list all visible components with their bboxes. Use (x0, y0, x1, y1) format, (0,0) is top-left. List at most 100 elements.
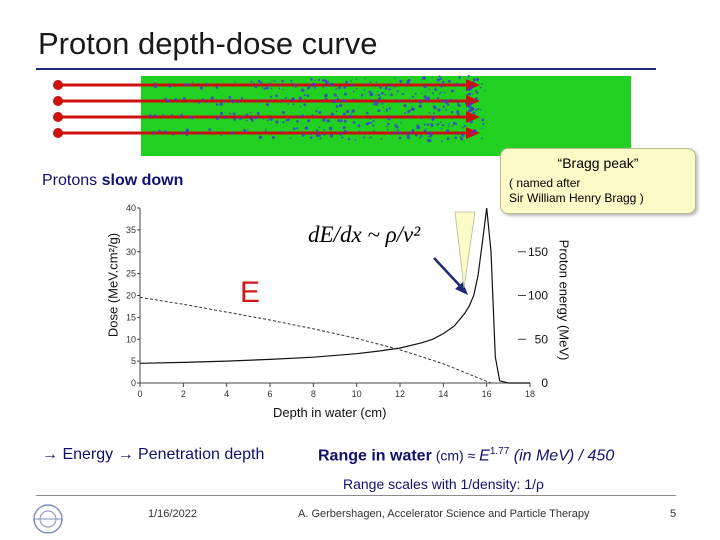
proton-scatter-dot (318, 78, 321, 81)
proton-scatter-dot (174, 98, 178, 102)
proton-scatter-dot (453, 84, 456, 87)
proton-scatter-dot (431, 77, 433, 79)
proton-scatter-dot (357, 124, 361, 128)
y-tick-label: 15 (126, 312, 136, 322)
proton-scatter-dot (305, 126, 308, 129)
proton-scatter-dot (269, 84, 272, 86)
proton-scatter-dot (286, 118, 290, 122)
proton-scatter-dot (345, 110, 350, 114)
proton-scatter-dot (215, 86, 218, 89)
proton-scatter-dot (361, 96, 363, 98)
proton-scatter-dot (470, 85, 474, 89)
proton-scatter-dot (336, 95, 338, 98)
proton-scatter-dot (315, 109, 318, 113)
proton-scatter-dot (406, 81, 410, 85)
proton-scatter-dot (427, 131, 430, 134)
proton-scatter-dot (310, 77, 313, 81)
proton-scatter-dot (475, 77, 480, 82)
proton-scatter-dot (223, 117, 226, 120)
proton-scatter-dot (442, 105, 445, 109)
proton-scatter-dot (399, 79, 403, 83)
proton-scatter-dot (409, 131, 412, 135)
proton-scatter-dot (266, 103, 269, 106)
proton-scatter-dot (371, 91, 373, 94)
proton-scatter-dot (355, 98, 357, 100)
proton-scatter-dot (438, 93, 441, 95)
proton-scatter-dot (299, 101, 301, 103)
proton-scatter-dot (303, 93, 306, 97)
proton-scatter-dot (153, 84, 158, 89)
proton-scatter-dot (482, 122, 485, 125)
proton-scatter-dot (347, 138, 351, 141)
proton-scatter-dot (355, 88, 358, 90)
proton-scatter-dot (428, 111, 431, 114)
proton-scatter-dot (258, 80, 261, 83)
proton-scatter-dot (297, 115, 300, 118)
proton-scatter-dot (191, 81, 193, 83)
proton-scatter-dot (415, 133, 418, 137)
proton-scatter-dot (324, 97, 327, 100)
proton-scatter-dot (433, 105, 436, 108)
x-tick-label: 6 (267, 389, 272, 399)
proton-scatter-dot (387, 117, 391, 121)
proton-scatter-dot (416, 124, 420, 128)
proton-scatter-dot (191, 117, 194, 120)
proton-scatter-dot (380, 91, 384, 95)
proton-scatter-dot (420, 79, 423, 81)
proton-scatter-dot (374, 85, 377, 87)
stopping-power-formula: dE/dx ~ ρ/v² (308, 222, 420, 248)
proton-scatter-dot (249, 111, 252, 114)
proton-scatter-dot (394, 85, 396, 88)
proton-scatter-dot (434, 87, 437, 89)
proton-scatter-dot (408, 100, 410, 103)
proton-scatter-dot (350, 80, 352, 82)
range-energy: E (479, 447, 490, 465)
proton-scatter-dot (255, 132, 258, 135)
footer-date: 1/16/2022 (148, 508, 197, 520)
y2-axis-label: Proton energy (MeV) (556, 239, 572, 361)
proton-scatter-dot (307, 119, 311, 123)
proton-scatter-dot (448, 122, 450, 125)
proton-scatter-dot (363, 77, 366, 80)
proton-scatter-dot (301, 133, 305, 137)
proton-scatter-dot (437, 108, 441, 112)
proton-scatter-dot (343, 119, 347, 123)
proton-scatter-dot (394, 123, 397, 127)
proton-scatter-dot (440, 91, 442, 94)
proton-scatter-dot (378, 86, 380, 88)
proton-scatter-dot (379, 96, 382, 98)
proton-scatter-dot (481, 118, 485, 122)
proton-scatter-dot (423, 129, 427, 133)
proton-scatter-dot (260, 81, 263, 84)
proton-scatter-dot (306, 94, 310, 98)
proton-scatter-dot (285, 119, 288, 122)
proton-scatter-dot (467, 87, 471, 91)
proton-scatter-dot (380, 138, 383, 140)
proton-scatter-dot (181, 131, 184, 134)
proton-scatter-dot (312, 85, 314, 88)
proton-scatter-dot (459, 136, 462, 139)
proton-scatter-dot (323, 133, 326, 136)
proton-scatter-dot (403, 104, 407, 108)
proton-scatter-dot (454, 136, 458, 140)
proton-scatter-dot (446, 129, 450, 133)
proton-scatter-dot (300, 115, 304, 118)
proton-scatter-dot (335, 110, 338, 113)
proton-scatter-dot (355, 78, 358, 80)
proton-scatter-dot (394, 77, 396, 80)
proton-scatter-dot (273, 80, 276, 83)
proton-scatter-dot (473, 78, 476, 82)
slow-down-caption: Protons slow down (42, 172, 183, 190)
proton-scatter-dot (200, 132, 203, 135)
proton-scatter-dot (471, 93, 474, 95)
proton-scatter-dot (162, 113, 165, 116)
proton-scatter-dot (330, 112, 335, 116)
y-tick-label: 0 (131, 378, 136, 388)
proton-scatter-dot (205, 101, 208, 104)
proton-scatter-dot (210, 96, 214, 100)
proton-scatter-dot (463, 124, 466, 127)
proton-scatter-dot (420, 135, 423, 138)
x-tick-label: 0 (137, 389, 142, 399)
proton-scatter-dot (447, 79, 451, 83)
proton-scatter-dot (431, 92, 435, 95)
